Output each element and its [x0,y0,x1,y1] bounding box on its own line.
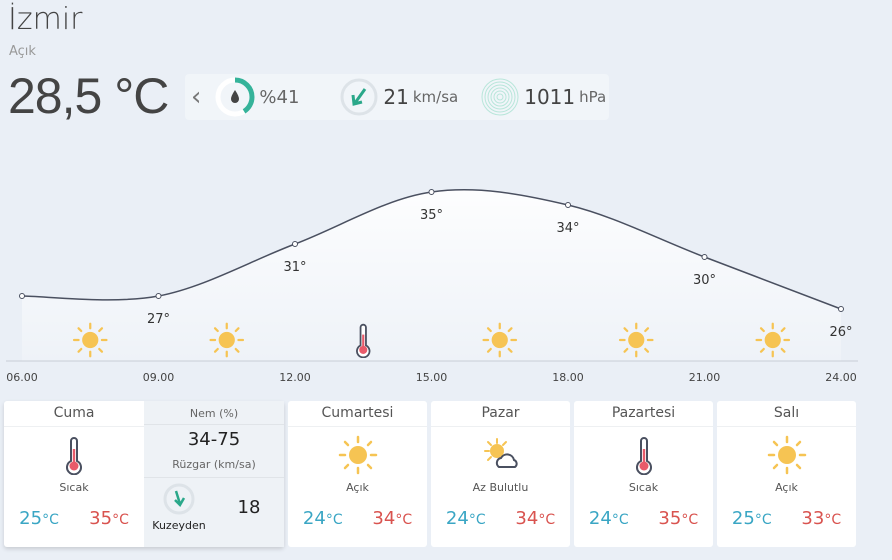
high-temp: 33°C [801,508,842,529]
thermometer-icon [356,323,371,358]
daily-forecast: Cuma Sıcak 25°C 35°C Nem (%) 34-75 Rüzgar… [4,401,856,547]
pressure-stat: 1011 hPa [480,77,606,117]
day-description: Sıcak [628,481,659,494]
wind-label: Rüzgar (km/sa) [172,458,256,471]
sun-icon [482,322,518,358]
humidity-label: Nem (%) [189,407,239,420]
day-name: Cuma [4,401,144,427]
high-temp: 34°C [515,508,556,529]
day-description: Açık [346,481,369,494]
x-tick-label: 15.00 [416,371,448,384]
day-name: Pazar [431,401,570,427]
sun-icon [209,322,245,358]
data-point [838,306,844,312]
day-card[interactable]: Salı Açık 25°C 33°C [717,401,856,547]
high-temp: 35°C [658,508,699,529]
sun-icon [717,433,856,477]
day-description: Sıcak [59,481,89,494]
humidity-value: %41 [259,86,300,108]
chart-area [22,189,841,361]
data-point [292,241,298,247]
city-name: İzmir [8,2,83,37]
data-point [565,202,571,208]
sun-icon [288,433,427,477]
wind-speed: 21 [383,85,409,109]
today-details: Nem (%) 34-75 Rüzgar (km/sa) Kuzeyden 18 [144,401,284,547]
day-description: Açık [775,481,798,494]
pressure-icon [481,78,519,116]
current-stats: ‹ %41 21 km/sa 1011 hPa [185,74,609,120]
humidity-stat: %41 [215,77,299,117]
day-name: Pazartesi [574,401,713,427]
low-temp: 25°C [731,508,772,529]
hourly-temperature-chart: 06.00 27° 09.00 31° 12.00 35° 15.00 34° 18.00 30°… [6,189,858,384]
data-point [155,293,162,299]
data-label: 34° [556,221,579,236]
data-label: 26° [829,325,852,340]
pressure-value: 1011 [524,85,576,109]
thermometer-icon [574,433,713,477]
day-card-today[interactable]: Cuma Sıcak 25°C 35°C Nem (%) 34-75 Rüzgar… [4,401,284,547]
low-temp: 24°C [588,508,629,529]
partly-cloudy-icon [431,433,570,477]
data-point [701,254,708,260]
current-condition: Açık [9,44,36,59]
x-tick-label: 24.00 [825,371,857,384]
wind-direction-icon [163,483,195,515]
low-temp: 24°C [302,508,343,529]
wind-speed: 18 [237,496,261,518]
humidity-range: 34-75 [144,424,284,454]
data-label: 30° [693,273,716,288]
thermometer-icon [4,433,144,477]
sun-icon [72,322,108,358]
current-temperature: 28,5 °C [8,68,169,124]
x-tick-label: 09.00 [143,371,175,384]
wind-stat: 21 km/sa [339,77,458,117]
x-tick-label: 21.00 [689,371,721,384]
low-temp: 24°C [445,508,486,529]
wind-direction: Kuzeyden [152,519,206,532]
data-point [428,189,435,195]
data-label: 31° [283,260,306,275]
day-card[interactable]: Pazartesi Sıcak 24°C 35°C [574,401,713,547]
day-card[interactable]: Cumartesi Açık 24°C 34°C [288,401,427,547]
day-name: Cumartesi [288,401,427,427]
high-temp: 35°C [89,508,129,529]
data-point [19,293,25,299]
day-card[interactable]: Pazar Az Bulutlu 24°C 34°C [431,401,570,547]
low-temp: 25°C [19,508,59,529]
day-description: Az Bulutlu [472,481,529,494]
day-name: Salı [717,401,856,427]
high-temp: 34°C [372,508,413,529]
humidity-gauge-icon [215,77,255,117]
sun-icon [618,322,654,358]
x-tick-label: 12.00 [279,371,311,384]
wind-direction-icon [340,78,378,116]
pressure-unit: hPa [579,88,607,106]
data-label: 35° [420,208,443,223]
sun-icon [755,322,791,358]
data-label: 27° [147,312,170,327]
x-tick-label: 06.00 [6,371,38,384]
chevron-left-icon[interactable]: ‹ [191,82,202,112]
x-tick-label: 18.00 [552,371,584,384]
wind-unit: km/sa [412,88,459,106]
